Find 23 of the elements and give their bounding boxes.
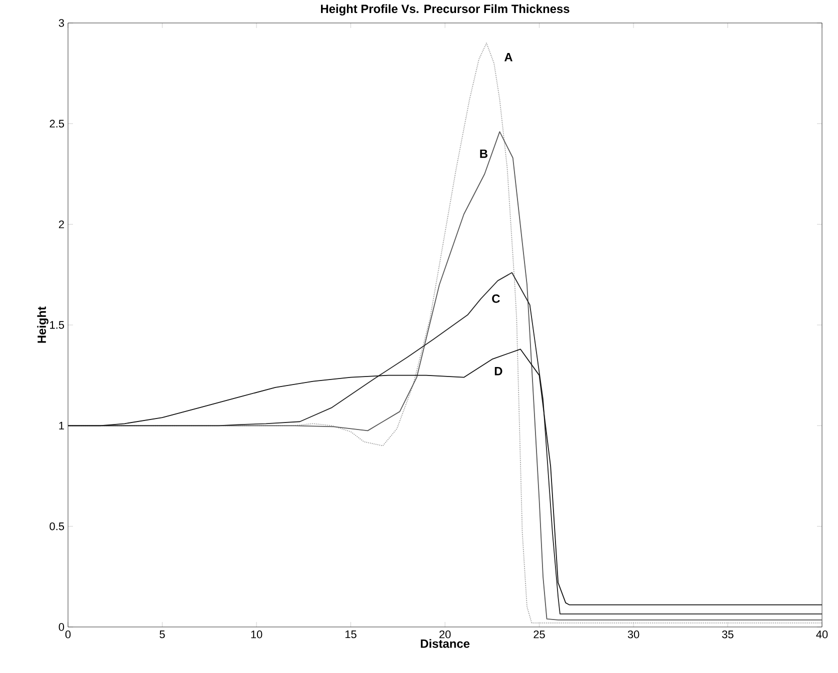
x-tick-label: 0 — [65, 630, 71, 638]
x-tick-label: 25 — [534, 630, 545, 638]
x-tick-label: 40 — [816, 630, 828, 638]
y-tick-label: 3 — [58, 19, 64, 27]
y-tick-label: 0.5 — [50, 522, 64, 530]
series-label: A — [504, 53, 512, 62]
y-axis-title: Height — [37, 306, 48, 343]
series-label: C — [492, 294, 500, 303]
chart-title: Height Profile Vs. Precursor Film Thickness — [321, 4, 570, 16]
series-label: D — [494, 367, 502, 376]
y-tick-label: 2.5 — [50, 120, 64, 128]
y-tick-label: 1 — [59, 422, 64, 430]
x-tick-label: 5 — [160, 630, 165, 638]
x-tick-label: 20 — [439, 630, 451, 638]
x-tick-label: 30 — [628, 630, 640, 638]
x-axis-title: Distance — [420, 639, 470, 648]
y-tick-label: 2 — [58, 220, 64, 228]
x-tick-label: 10 — [251, 630, 262, 638]
x-tick-label: 35 — [722, 630, 734, 638]
y-tick-label: 0 — [58, 623, 64, 631]
x-tick-label: 15 — [345, 630, 356, 638]
y-tick-label: 1.5 — [50, 321, 64, 329]
series-label: B — [480, 150, 488, 158]
